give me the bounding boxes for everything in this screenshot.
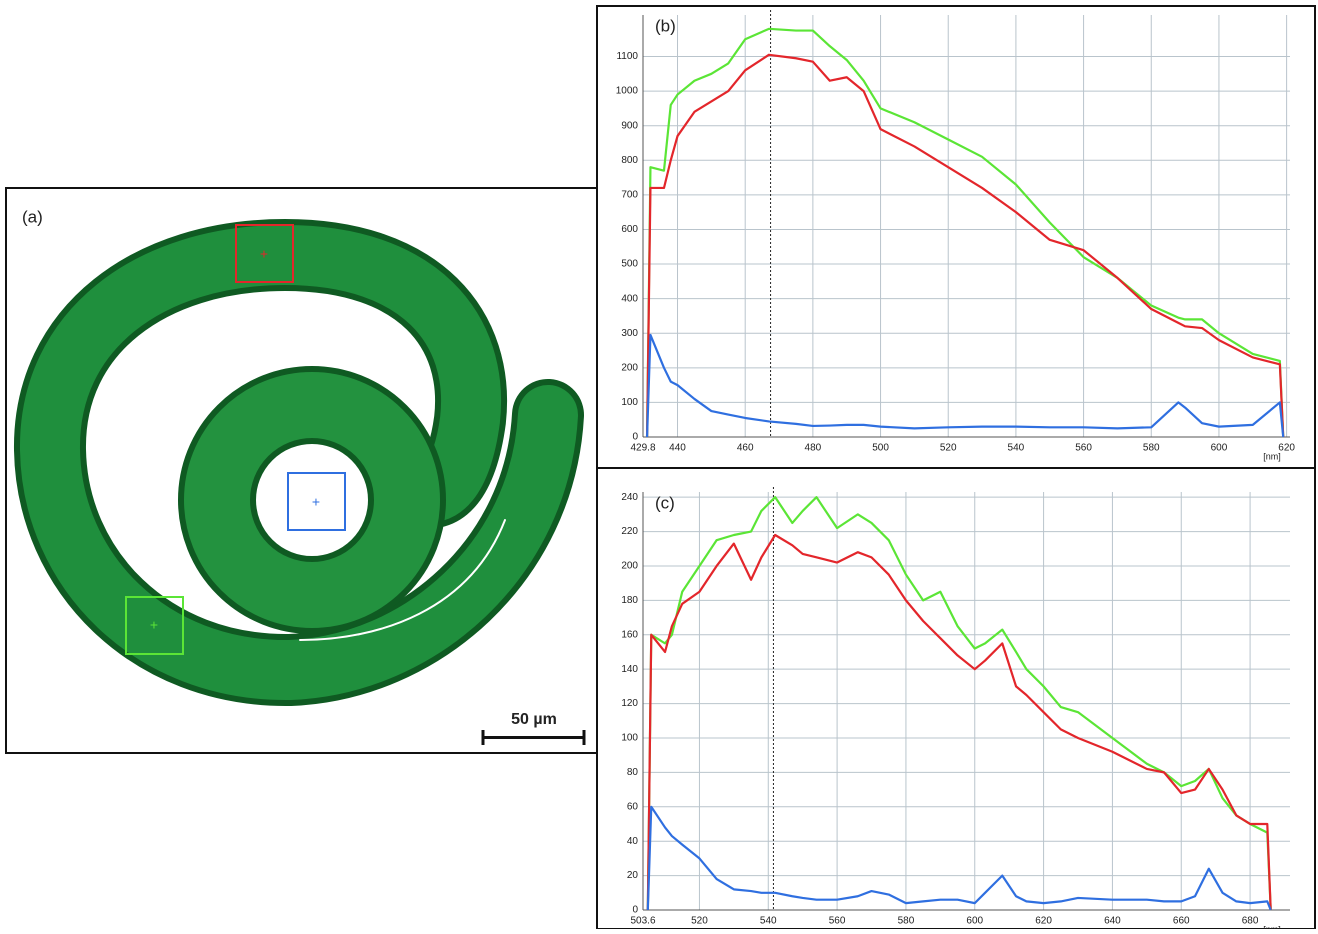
scale-bar-label: 50 µm [511, 711, 557, 728]
x-axis-label: [nm] [1263, 924, 1281, 929]
series-line [645, 53, 1285, 438]
y-tick-label: 220 [621, 526, 638, 537]
x-tick-label: 500 [872, 443, 889, 454]
x-tick-label: 503.6 [630, 916, 655, 927]
y-tick-label: 1000 [616, 86, 639, 97]
worm-image: + + + [13, 218, 584, 707]
x-tick-label: 440 [669, 443, 686, 454]
x-tick-label: 580 [1143, 443, 1160, 454]
y-tick-label: 200 [621, 362, 638, 373]
y-tick-label: 100 [621, 733, 638, 744]
svg-text:+: + [260, 246, 268, 262]
y-tick-label: 240 [621, 492, 638, 503]
y-tick-label: 1100 [616, 51, 638, 62]
panel-label: (c) [655, 493, 675, 512]
x-tick-label: 520 [940, 443, 957, 454]
svg-text:+: + [312, 494, 320, 510]
y-tick-label: 20 [627, 870, 639, 881]
y-tick-label: 60 [627, 801, 639, 812]
y-tick-label: 0 [632, 432, 638, 443]
scale-bar [481, 730, 586, 745]
x-tick-label: 480 [805, 443, 822, 454]
y-tick-label: 180 [621, 595, 638, 606]
y-tick-label: 800 [621, 155, 638, 166]
y-tick-label: 400 [621, 293, 638, 304]
x-axis-label: [nm] [1263, 451, 1281, 461]
svg-text:+: + [150, 617, 158, 633]
panel-c-frame [596, 467, 1316, 930]
y-tick-label: 120 [621, 698, 638, 709]
panel-b-frame [596, 5, 1316, 471]
x-tick-label: 460 [737, 443, 754, 454]
x-tick-label: 660 [1173, 916, 1190, 927]
y-tick-label: 500 [621, 259, 638, 270]
y-tick-label: 40 [627, 836, 639, 847]
series-line [646, 533, 1272, 911]
x-tick-label: 620 [1278, 443, 1295, 454]
x-tick-label: 580 [898, 916, 915, 927]
series-line [645, 27, 1285, 438]
y-tick-label: 160 [621, 629, 638, 640]
x-tick-label: 429.8 [630, 443, 655, 454]
y-tick-label: 100 [621, 397, 638, 408]
panel-label: (b) [655, 16, 676, 35]
y-tick-label: 0 [632, 905, 638, 916]
y-tick-label: 700 [621, 190, 638, 201]
y-tick-label: 900 [621, 120, 638, 131]
panel-label: (a) [22, 207, 43, 226]
x-tick-label: 640 [1104, 916, 1121, 927]
series-line [646, 496, 1272, 911]
x-tick-label: 520 [691, 916, 708, 927]
x-tick-label: 540 [1008, 443, 1025, 454]
x-tick-label: 680 [1242, 916, 1259, 927]
series-line [646, 805, 1272, 911]
x-tick-label: 560 [829, 916, 846, 927]
x-tick-label: 600 [1211, 443, 1228, 454]
y-tick-label: 80 [627, 767, 639, 778]
y-tick-label: 140 [621, 664, 638, 675]
x-tick-label: 560 [1075, 443, 1092, 454]
series-line [645, 333, 1285, 438]
x-tick-label: 600 [966, 916, 983, 927]
y-tick-label: 300 [621, 328, 638, 339]
y-tick-label: 200 [621, 561, 638, 572]
x-tick-label: 540 [760, 916, 777, 927]
x-tick-label: 620 [1035, 916, 1052, 927]
y-tick-label: 600 [621, 224, 638, 235]
